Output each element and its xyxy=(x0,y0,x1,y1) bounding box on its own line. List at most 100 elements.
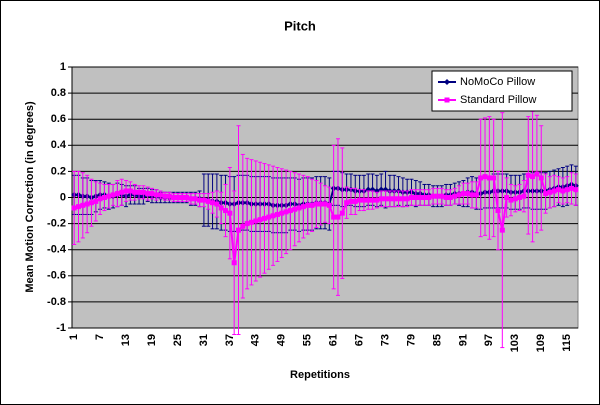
legend-box xyxy=(431,70,573,112)
marker xyxy=(210,200,216,206)
y-tick-label: 0.6 xyxy=(51,113,66,125)
marker xyxy=(270,213,276,219)
marker xyxy=(292,206,298,212)
x-tick-label: 55 xyxy=(302,334,314,346)
marker xyxy=(352,198,358,204)
x-tick-label: 115 xyxy=(561,334,573,352)
y-tick-label: 0.8 xyxy=(51,87,66,99)
marker xyxy=(525,172,531,178)
marker xyxy=(205,198,211,204)
marker xyxy=(551,188,557,194)
x-tick-label: 61 xyxy=(328,334,340,346)
marker xyxy=(75,204,81,210)
marker xyxy=(378,196,384,202)
x-tick-label: 103 xyxy=(509,334,521,352)
marker xyxy=(214,201,220,207)
legend-label: Standard Pillow xyxy=(460,94,536,106)
marker xyxy=(127,188,133,194)
marker xyxy=(396,196,402,202)
marker xyxy=(335,214,341,220)
marker xyxy=(504,195,510,200)
marker xyxy=(491,175,497,181)
marker xyxy=(171,195,177,200)
marker xyxy=(417,195,423,200)
marker xyxy=(140,189,146,195)
x-tick-label: 91 xyxy=(457,334,469,346)
x-tick-label: 37 xyxy=(224,334,236,346)
marker xyxy=(261,215,267,221)
x-tick-label: 7 xyxy=(94,334,106,340)
marker xyxy=(313,201,319,207)
marker xyxy=(184,195,190,200)
x-tick-label: 109 xyxy=(535,334,547,352)
marker xyxy=(400,196,406,202)
marker xyxy=(231,260,237,266)
marker xyxy=(240,223,246,229)
x-tick-label: 73 xyxy=(379,334,391,346)
marker xyxy=(162,193,168,199)
marker xyxy=(357,197,363,203)
marker xyxy=(179,195,185,200)
y-tick-label: 0 xyxy=(60,191,66,203)
marker xyxy=(344,200,350,206)
legend-marker xyxy=(444,79,450,85)
x-tick-label: 43 xyxy=(250,334,262,346)
marker xyxy=(88,200,94,206)
marker xyxy=(101,195,107,200)
marker xyxy=(434,193,440,199)
marker xyxy=(456,192,462,198)
y-tick-label: 0.2 xyxy=(51,165,66,177)
marker xyxy=(201,197,207,203)
marker xyxy=(274,211,280,217)
marker xyxy=(469,192,475,198)
marker xyxy=(421,195,427,200)
marker xyxy=(478,175,484,181)
marker xyxy=(322,201,328,207)
y-tick-label: -0.4 xyxy=(47,244,67,256)
marker xyxy=(80,202,86,208)
y-tick-label: 1 xyxy=(60,61,66,73)
y-tick-label: -0.6 xyxy=(47,270,66,282)
marker xyxy=(123,188,129,194)
marker xyxy=(443,195,449,200)
marker xyxy=(114,191,120,197)
marker xyxy=(257,217,263,223)
marker xyxy=(283,209,289,215)
marker xyxy=(517,195,523,200)
marker xyxy=(266,214,272,220)
y-tick-label: -0.2 xyxy=(47,218,66,230)
marker xyxy=(452,193,458,199)
marker xyxy=(521,193,527,199)
marker xyxy=(499,227,505,233)
x-tick-label: 13 xyxy=(120,334,132,346)
marker xyxy=(387,196,393,202)
marker xyxy=(166,193,172,199)
marker xyxy=(175,195,181,200)
marker xyxy=(482,174,488,180)
marker xyxy=(543,191,549,197)
marker xyxy=(426,195,432,200)
x-tick-label: 85 xyxy=(431,334,443,346)
marker xyxy=(361,197,367,203)
legend-label: NoMoCo Pillow xyxy=(460,76,535,88)
marker xyxy=(508,197,514,203)
marker xyxy=(300,204,306,210)
y-axis-label: Mean Motion Correction (in degrees) xyxy=(24,101,36,293)
marker xyxy=(370,197,376,203)
marker xyxy=(560,188,566,194)
marker xyxy=(106,193,112,199)
marker xyxy=(374,197,380,203)
marker xyxy=(530,174,536,180)
x-tick-label: 31 xyxy=(198,334,210,346)
marker xyxy=(547,189,553,195)
marker xyxy=(331,214,337,220)
marker xyxy=(534,171,540,177)
x-tick-label: 25 xyxy=(172,334,184,346)
x-tick-label: 49 xyxy=(276,334,288,346)
marker xyxy=(538,175,544,181)
marker xyxy=(486,175,492,181)
marker xyxy=(71,205,77,211)
marker xyxy=(296,205,302,211)
marker xyxy=(236,227,242,233)
